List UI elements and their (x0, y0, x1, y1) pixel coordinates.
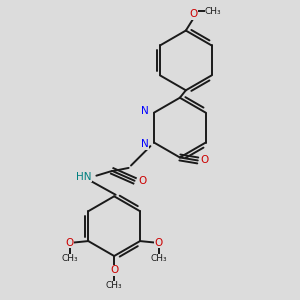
Text: O: O (189, 9, 197, 19)
Text: CH₃: CH₃ (106, 281, 122, 290)
Text: O: O (139, 176, 147, 186)
Text: O: O (200, 155, 209, 166)
Text: CH₃: CH₃ (205, 7, 222, 16)
Text: O: O (110, 265, 118, 275)
Text: CH₃: CH₃ (61, 254, 78, 263)
Text: N: N (141, 106, 148, 116)
Text: N: N (141, 139, 148, 149)
Text: O: O (66, 238, 74, 248)
Text: O: O (154, 238, 163, 248)
Text: HN: HN (76, 172, 91, 182)
Text: CH₃: CH₃ (150, 254, 167, 263)
